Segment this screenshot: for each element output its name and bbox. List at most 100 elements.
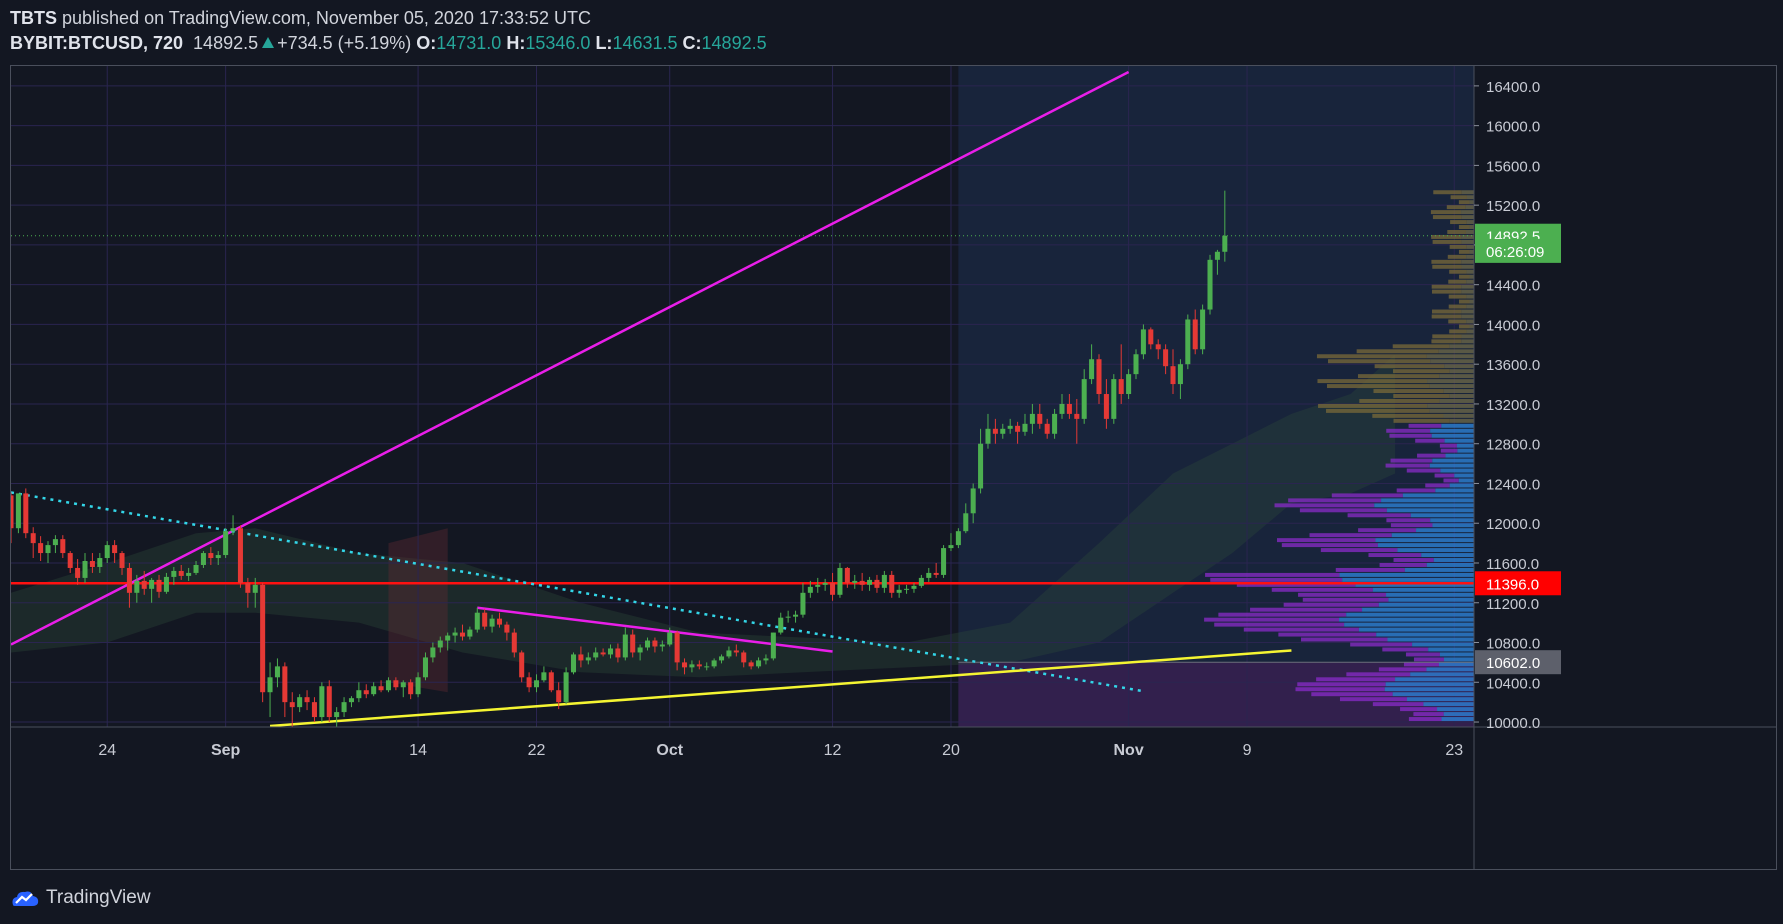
volume-profile-bar	[1447, 254, 1467, 259]
volume-profile-bar	[1466, 329, 1474, 334]
candle	[726, 646, 732, 659]
volume-profile-bar	[1459, 299, 1470, 304]
candle	[674, 630, 680, 671]
candle-body	[800, 592, 806, 615]
candle	[807, 580, 813, 598]
volume-profile-bar	[1205, 572, 1340, 577]
candle	[474, 607, 480, 633]
candle	[326, 680, 332, 723]
candle-body	[504, 624, 510, 633]
candle-body	[282, 666, 288, 703]
chart-panel[interactable]: 16400.016000.015600.015200.014800.014400…	[10, 65, 1777, 870]
price-tick-label: 11600.0	[1486, 556, 1539, 573]
candle-body	[1126, 374, 1132, 395]
volume-profile-bar	[1408, 423, 1442, 428]
candle-body	[822, 582, 828, 585]
candle	[918, 574, 924, 588]
volume-profile-bar	[1386, 428, 1431, 433]
volume-profile-bar	[1440, 448, 1458, 453]
candle-body	[955, 531, 961, 546]
candle	[992, 418, 998, 444]
candle	[385, 677, 391, 693]
price-tick-label: 15600.0	[1486, 158, 1540, 175]
candle	[519, 650, 525, 683]
volume-profile-bar	[1431, 234, 1462, 239]
price-badge-countdown: 06:26:09	[1475, 238, 1561, 263]
candle	[607, 644, 614, 659]
candle	[1177, 359, 1183, 399]
candle	[600, 648, 606, 657]
volume-profile-bar	[1410, 513, 1474, 518]
volume-profile-bar	[1443, 413, 1474, 418]
volume-profile-bar	[1389, 433, 1432, 438]
high-label: H:	[506, 33, 526, 53]
volume-profile-bar	[1469, 324, 1474, 329]
price-badge-bg	[1475, 238, 1561, 263]
candle-body	[1089, 359, 1095, 380]
candle-body	[926, 572, 932, 578]
footer: TradingView	[10, 884, 151, 912]
candle	[652, 637, 658, 653]
candle	[245, 577, 251, 608]
candle	[733, 644, 739, 657]
price-tick-label: 11200.0	[1486, 596, 1539, 613]
candle	[378, 680, 384, 693]
candle-body	[1118, 379, 1124, 395]
volume-profile-bar	[1374, 503, 1474, 508]
candle-body	[963, 513, 969, 532]
high-value: 15346.0	[525, 33, 591, 53]
price-tick-label: 10400.0	[1486, 675, 1540, 692]
symbol-legend: BYBIT:BTCUSD, 720 14892.5 +734.5 (+5.19%)…	[10, 33, 767, 54]
candle-body	[615, 648, 621, 658]
candle-body	[326, 686, 332, 718]
volume-profile-bar	[1448, 304, 1467, 309]
candle	[815, 577, 821, 593]
candle-body	[741, 652, 747, 663]
candle-body	[459, 632, 465, 637]
candle-body	[756, 660, 762, 667]
tradingview-brand[interactable]: TradingView	[46, 887, 151, 908]
volume-profile-bar	[1461, 314, 1474, 319]
candle-body	[548, 672, 554, 691]
candle	[800, 582, 806, 618]
publisher-name[interactable]: TBTS	[10, 8, 57, 28]
volume-profile-bar	[1430, 210, 1462, 215]
volume-profile-bar	[1374, 364, 1445, 369]
volume-profile-bar	[1358, 627, 1474, 632]
candle-body	[422, 657, 428, 678]
symbol-name[interactable]: BYBIT:BTCUSD, 720	[10, 33, 184, 53]
candle-body	[363, 690, 369, 695]
candle	[89, 553, 95, 573]
candle-body	[1148, 329, 1154, 345]
candle	[119, 551, 125, 575]
candle-body	[75, 567, 81, 578]
candle	[593, 647, 599, 661]
candle-body	[297, 697, 303, 708]
time-tick-label: 20	[942, 742, 960, 759]
candle-body	[970, 488, 976, 514]
candle	[1140, 324, 1146, 360]
volume-profile-bar	[1456, 443, 1474, 448]
candle-body	[674, 632, 680, 663]
candle-body	[1214, 251, 1220, 260]
candle-body	[141, 580, 147, 589]
candle-body	[770, 632, 776, 659]
candle	[585, 652, 591, 665]
volume-profile-bar	[1373, 389, 1444, 394]
price-chart[interactable]: 16400.016000.015600.015200.014800.014400…	[11, 66, 1776, 869]
candle-body	[519, 652, 525, 678]
candle	[556, 682, 562, 710]
candle	[1133, 349, 1139, 380]
candle	[719, 654, 725, 664]
volume-profile-bar	[1381, 498, 1474, 503]
volume-profile-bar	[1433, 558, 1474, 562]
volume-profile-bar	[1406, 468, 1441, 473]
candle	[1207, 254, 1213, 315]
up-arrow-icon	[262, 37, 275, 48]
candle-body	[704, 666, 710, 668]
volume-profile-bar	[1423, 702, 1474, 707]
volume-profile-bar	[1466, 269, 1474, 274]
candle	[1059, 394, 1065, 419]
price-tick-label: 10000.0	[1486, 715, 1540, 732]
candle-body	[985, 428, 991, 444]
